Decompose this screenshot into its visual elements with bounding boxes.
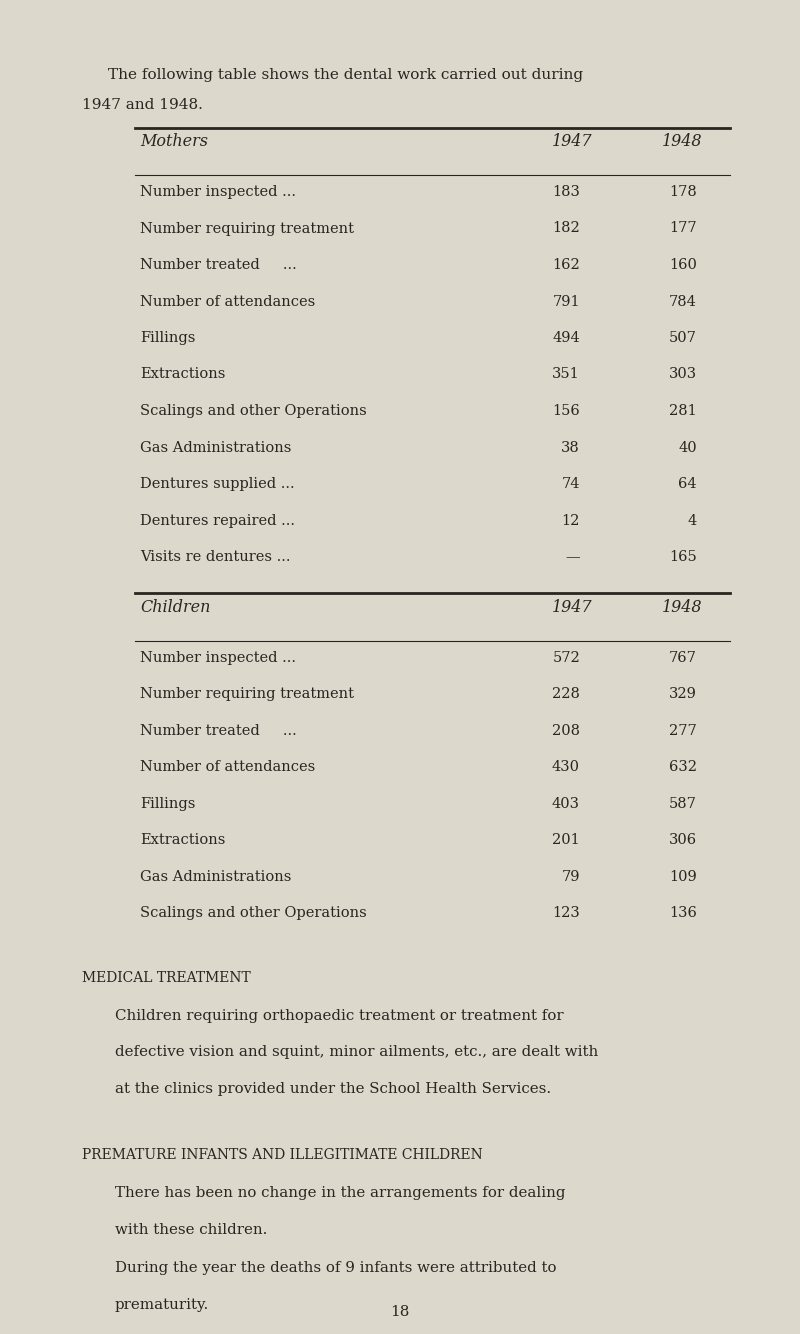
Text: defective vision and squint, minor ailments, etc., are dealt with: defective vision and squint, minor ailme… [115,1045,598,1059]
Text: 403: 403 [552,796,580,811]
Text: Scalings and other Operations: Scalings and other Operations [140,404,366,418]
Text: Dentures repaired ...: Dentures repaired ... [140,514,295,527]
Text: 430: 430 [552,760,580,774]
Text: 177: 177 [670,221,697,236]
Text: 277: 277 [670,723,697,738]
Text: Extractions: Extractions [140,832,226,847]
Text: Extractions: Extractions [140,367,226,382]
Text: 329: 329 [669,687,697,700]
Text: Number treated     ...: Number treated ... [140,723,297,738]
Text: 183: 183 [552,185,580,199]
Text: 306: 306 [669,832,697,847]
Text: There has been no change in the arrangements for dealing: There has been no change in the arrangem… [115,1186,566,1201]
Text: 1948: 1948 [662,133,702,149]
Text: 351: 351 [552,367,580,382]
Text: 18: 18 [390,1305,410,1319]
Text: Fillings: Fillings [140,331,195,346]
Text: 572: 572 [552,651,580,664]
Text: —: — [566,550,580,564]
Text: 156: 156 [552,404,580,418]
Text: 123: 123 [552,906,580,920]
Text: 632: 632 [669,760,697,774]
Text: at the clinics provided under the School Health Services.: at the clinics provided under the School… [115,1082,551,1095]
Text: 64: 64 [678,478,697,491]
Text: 79: 79 [562,870,580,883]
Text: 165: 165 [670,550,697,564]
Text: 791: 791 [552,295,580,308]
Text: Gas Administrations: Gas Administrations [140,870,291,883]
Text: with these children.: with these children. [115,1222,267,1237]
Text: 109: 109 [670,870,697,883]
Text: 494: 494 [552,331,580,346]
Text: 208: 208 [552,723,580,738]
Text: 228: 228 [552,687,580,700]
Text: 201: 201 [552,832,580,847]
Text: 784: 784 [669,295,697,308]
Text: Number requiring treatment: Number requiring treatment [140,221,354,236]
Text: 587: 587 [669,796,697,811]
Text: Mothers: Mothers [140,133,208,149]
Text: prematurity.: prematurity. [115,1298,210,1311]
Text: Children requiring orthopaedic treatment or treatment for: Children requiring orthopaedic treatment… [115,1009,564,1022]
Text: 4: 4 [688,514,697,527]
Text: 507: 507 [669,331,697,346]
Text: 1947: 1947 [552,599,593,615]
Text: The following table shows the dental work carried out during: The following table shows the dental wor… [108,68,583,81]
Text: 38: 38 [562,440,580,455]
Text: 1947 and 1948.: 1947 and 1948. [82,97,203,112]
Text: 160: 160 [669,257,697,272]
Text: 303: 303 [669,367,697,382]
Text: 1948: 1948 [662,599,702,615]
Text: Children: Children [140,599,210,615]
Text: Number of attendances: Number of attendances [140,760,315,774]
Text: Number of attendances: Number of attendances [140,295,315,308]
Text: MEDICAL TREATMENT: MEDICAL TREATMENT [82,971,250,984]
Text: Fillings: Fillings [140,796,195,811]
Text: Number requiring treatment: Number requiring treatment [140,687,354,700]
Text: 12: 12 [562,514,580,527]
Text: 40: 40 [678,440,697,455]
Text: 178: 178 [670,185,697,199]
Text: Scalings and other Operations: Scalings and other Operations [140,906,366,920]
Text: 74: 74 [562,478,580,491]
Text: Number inspected ...: Number inspected ... [140,185,296,199]
Text: 182: 182 [552,221,580,236]
Text: Number inspected ...: Number inspected ... [140,651,296,664]
Text: 136: 136 [669,906,697,920]
Text: 281: 281 [670,404,697,418]
Text: PREMATURE INFANTS AND ILLEGITIMATE CHILDREN: PREMATURE INFANTS AND ILLEGITIMATE CHILD… [82,1149,482,1162]
Text: Dentures supplied ...: Dentures supplied ... [140,478,294,491]
Text: 1947: 1947 [552,133,593,149]
Text: Visits re dentures ...: Visits re dentures ... [140,550,290,564]
Text: During the year the deaths of 9 infants were attributed to: During the year the deaths of 9 infants … [115,1261,557,1275]
Text: 162: 162 [552,257,580,272]
Text: 767: 767 [669,651,697,664]
Text: Gas Administrations: Gas Administrations [140,440,291,455]
Text: Number treated     ...: Number treated ... [140,257,297,272]
